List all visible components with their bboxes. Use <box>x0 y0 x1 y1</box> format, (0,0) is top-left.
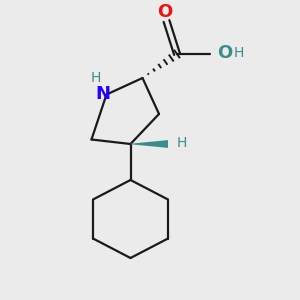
Text: O: O <box>218 44 233 62</box>
Text: H: H <box>233 46 244 60</box>
Polygon shape <box>130 140 168 148</box>
Text: H: H <box>91 71 101 85</box>
Text: N: N <box>95 85 110 103</box>
Text: H: H <box>177 136 188 150</box>
Text: O: O <box>158 3 172 21</box>
